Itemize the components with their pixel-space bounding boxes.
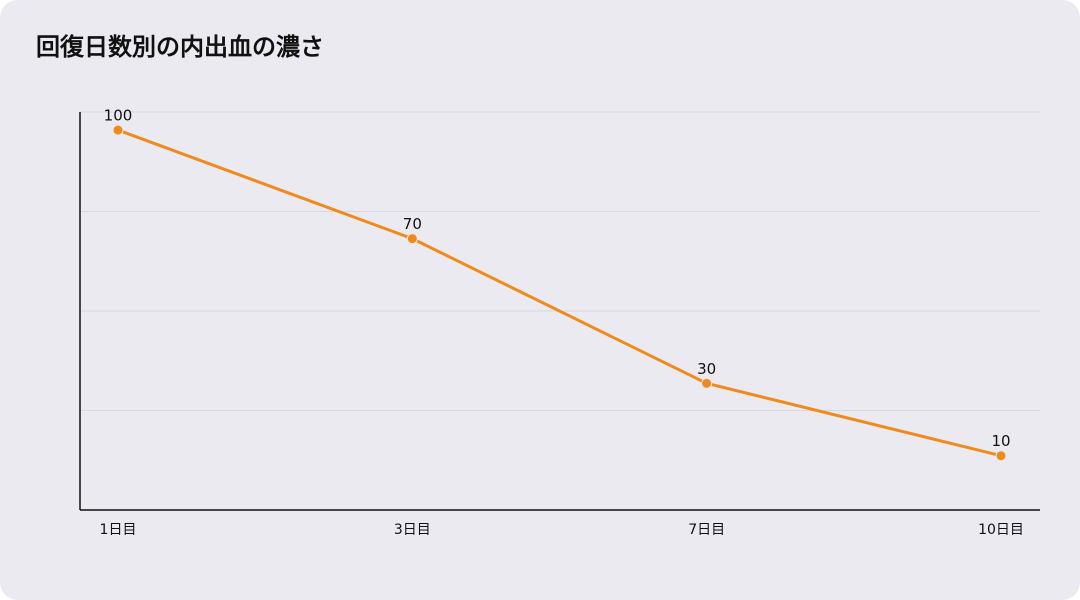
point	[701, 377, 713, 389]
data-label: 10	[991, 432, 1010, 450]
x-tick-label: 7日目	[688, 522, 725, 538]
point	[112, 124, 124, 136]
point	[406, 233, 418, 245]
chart-title: 回復日数別の内出血の濃さ	[36, 33, 324, 61]
point	[995, 450, 1007, 462]
x-tick-label: 3日目	[394, 522, 431, 538]
x-tick-label: 10日目	[978, 522, 1024, 538]
line	[117, 128, 1002, 458]
x-tick-label: 1日目	[100, 522, 137, 538]
data-label: 70	[403, 215, 422, 233]
data-label: 30	[697, 360, 716, 378]
data-label: 100	[104, 107, 133, 125]
